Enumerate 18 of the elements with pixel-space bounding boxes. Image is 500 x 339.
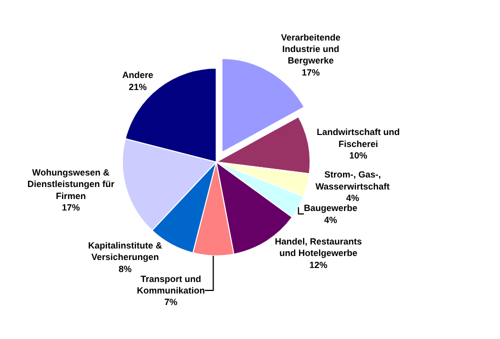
slice-label: Landwirtschaft und Fischerei xyxy=(316,127,400,149)
slice-label: Transport und Kommunikation xyxy=(136,274,205,296)
slice-label: Andere xyxy=(122,70,154,80)
data-label: 12% xyxy=(309,260,328,270)
slice-label: Baugewerbe xyxy=(304,203,358,214)
data-label: 8% xyxy=(118,264,132,274)
data-label: 10% xyxy=(349,150,368,161)
data-label: 4% xyxy=(324,214,338,225)
data-label: 4% xyxy=(346,193,360,204)
slice-label: Kapitalinstitute & Versicherungen xyxy=(88,240,163,262)
data-label: 17% xyxy=(302,67,320,78)
slice-label: Handel, Restaurants und Hotelgewerbe xyxy=(274,236,362,258)
data-label: 17% xyxy=(62,202,80,212)
data-label: 7% xyxy=(164,297,178,308)
slice-label: Verarbeitende Industrie und Bergwerke xyxy=(281,32,341,66)
slice-label: Wohungswesen & Dienstleistungen für Firmen xyxy=(27,167,115,201)
data-label: 21% xyxy=(128,82,147,92)
slice-label: Strom-, Gas-, Wasserwirtschaft xyxy=(315,170,390,192)
